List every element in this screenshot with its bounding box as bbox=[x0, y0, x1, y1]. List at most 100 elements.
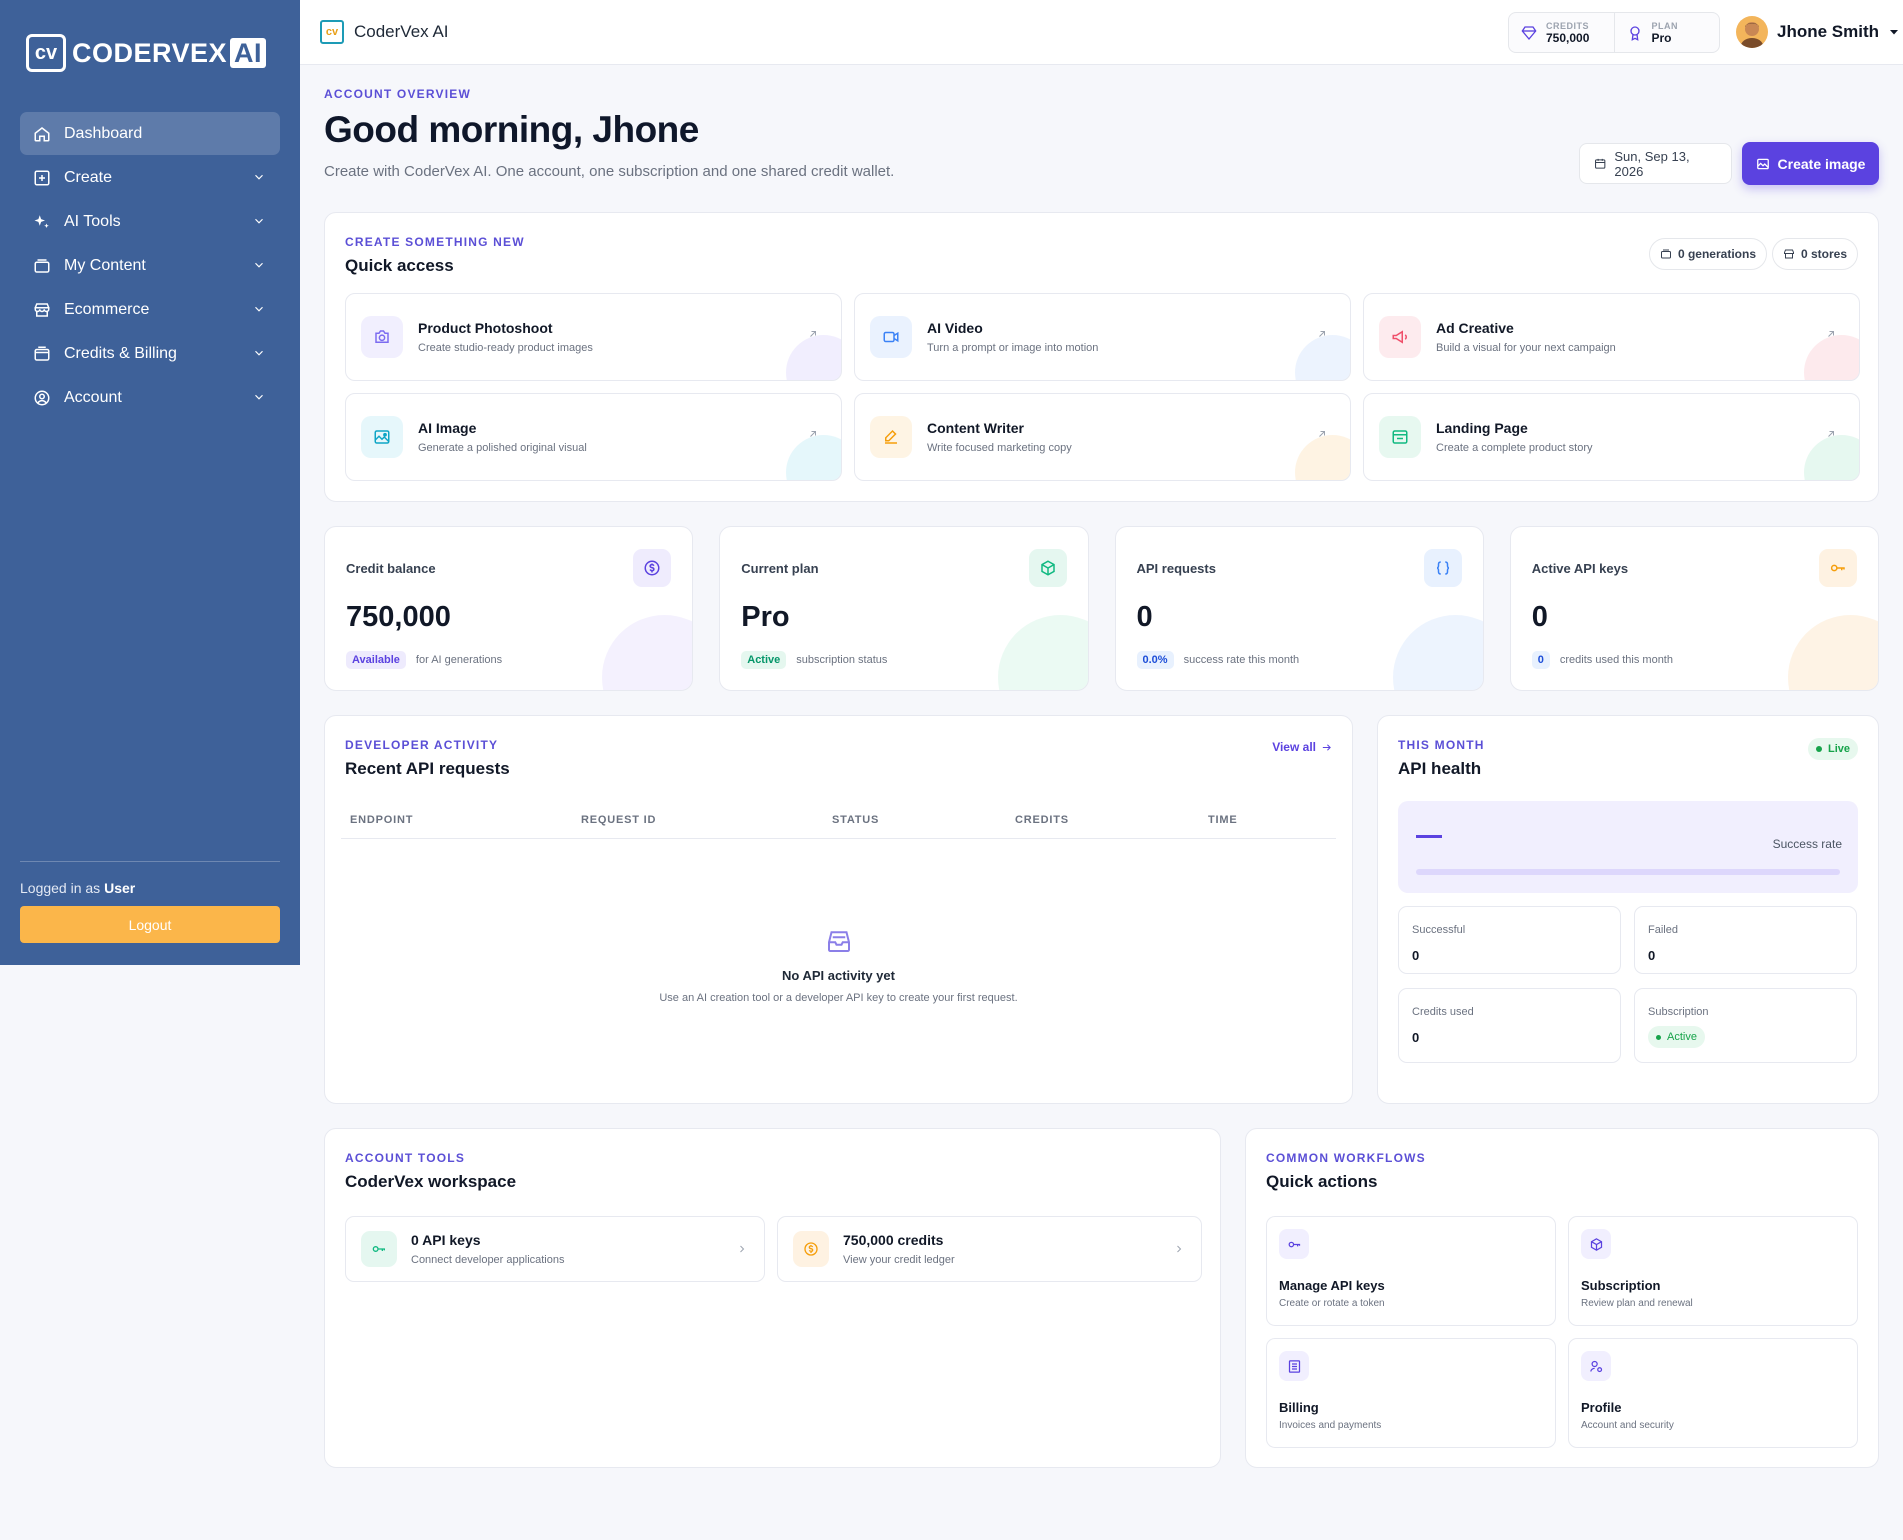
action-subscription[interactable]: Subscription Review plan and renewal bbox=[1568, 1216, 1858, 1326]
tile-subtitle: Create studio-ready product images bbox=[418, 342, 593, 354]
tile-ad-creative[interactable]: Ad Creative Build a visual for your next … bbox=[1363, 293, 1860, 381]
action-manage-api-keys[interactable]: Manage API keys Create or rotate a token bbox=[1266, 1216, 1556, 1326]
credits-pill[interactable]: CREDITS 750,000 bbox=[1509, 13, 1614, 52]
quick-access-title: Quick access bbox=[345, 256, 454, 275]
arrow-up-right-icon bbox=[1828, 431, 1834, 437]
tile-content-writer[interactable]: Content Writer Write focused marketing co… bbox=[854, 393, 1351, 481]
topbar-brand[interactable]: cv CoderVex AI bbox=[320, 20, 449, 44]
tile-product-photoshoot[interactable]: Product Photoshoot Create studio-ready pr… bbox=[345, 293, 842, 381]
action-profile[interactable]: Profile Account and security bbox=[1568, 1338, 1858, 1448]
sidebar: cv CODERVEX AI Dashboard Create AI Tools … bbox=[0, 0, 300, 965]
logo[interactable]: cv CODERVEX AI bbox=[26, 34, 267, 72]
metric-successful: Successful 0 bbox=[1398, 906, 1621, 974]
view-all-link[interactable]: View all bbox=[1272, 740, 1332, 754]
plus-square-icon bbox=[34, 170, 50, 185]
account-tools-card: ACCOUNT TOOLS CoderVex workspace 0 API k… bbox=[324, 1128, 1221, 1468]
tile-decoration bbox=[786, 435, 841, 480]
box-icon bbox=[1028, 549, 1067, 587]
action-title: Profile bbox=[1581, 1400, 1622, 1415]
health-eyebrow: THIS MONTH bbox=[1398, 738, 1485, 752]
date-display[interactable]: Sun, Sep 13, 2026 bbox=[1579, 143, 1732, 184]
success-rate-panel: Success rate bbox=[1398, 801, 1858, 893]
sidebar-item-account[interactable]: Account bbox=[20, 376, 280, 419]
create-image-button[interactable]: Create image bbox=[1742, 142, 1879, 185]
plan-pill[interactable]: PLAN Pro bbox=[1613, 13, 1720, 52]
quick-actions-card: COMMON WORKFLOWS Quick actions Manage AP… bbox=[1245, 1128, 1879, 1468]
sidebar-item-label: My Content bbox=[64, 256, 146, 274]
tile-ai-video[interactable]: AI Video Turn a prompt or image into moti… bbox=[854, 293, 1351, 381]
sidebar-item-credits-billing[interactable]: Credits & Billing bbox=[20, 332, 280, 375]
metric-label: Failed bbox=[1648, 924, 1678, 936]
topbar: cv CoderVex AI CREDITS 750,000 PLAN Pro Jh… bbox=[300, 0, 1903, 65]
stat-label: Active API keys bbox=[1531, 561, 1629, 576]
box-icon bbox=[1581, 1229, 1611, 1259]
tool-api-keys[interactable]: 0 API keys Connect developer applications bbox=[345, 1216, 765, 1282]
sidebar-nav: Dashboard Create AI Tools My Content Eco… bbox=[20, 112, 280, 420]
sidebar-item-label: Ecommerce bbox=[64, 300, 150, 318]
action-title: Subscription bbox=[1581, 1278, 1661, 1293]
sidebar-item-ecommerce[interactable]: Ecommerce bbox=[20, 288, 280, 331]
user-menu[interactable]: Jhone Smith bbox=[1736, 16, 1900, 48]
create-image-label: Create image bbox=[1777, 155, 1866, 172]
status-badge: Active bbox=[1648, 1026, 1705, 1048]
tool-credits[interactable]: 750,000 credits View your credit ledger bbox=[777, 1216, 1202, 1282]
tile-subtitle: Generate a polished original visual bbox=[418, 442, 587, 454]
column-header-credits[interactable]: CREDITS bbox=[1015, 814, 1069, 826]
sidebar-footer: Logged in as User Logout bbox=[20, 861, 280, 943]
brand-logo-icon: cv bbox=[320, 20, 344, 44]
stat-caption: subscription status bbox=[796, 654, 888, 666]
key-icon bbox=[1819, 549, 1857, 587]
megaphone-icon bbox=[1379, 316, 1421, 358]
tile-title: Landing Page bbox=[1436, 420, 1528, 436]
stat-value: 0 bbox=[1136, 601, 1153, 633]
logout-button[interactable]: Logout bbox=[20, 906, 280, 943]
sidebar-item-create[interactable]: Create bbox=[20, 156, 280, 199]
store-icon bbox=[1783, 249, 1794, 259]
caret-down-icon bbox=[1890, 30, 1899, 35]
stat-api-requests: API requests 0 0.0% success rate this mon… bbox=[1114, 526, 1484, 691]
stores-chip[interactable]: 0 stores bbox=[1771, 238, 1858, 270]
arrow-up-right-icon bbox=[810, 331, 816, 337]
column-header-endpoint[interactable]: ENDPOINT bbox=[350, 814, 414, 826]
sparkles-icon bbox=[34, 214, 49, 228]
sidebar-item-label: Dashboard bbox=[64, 124, 143, 142]
sidebar-item-my-content[interactable]: My Content bbox=[20, 244, 280, 287]
plan-label: PLAN bbox=[1651, 20, 1678, 31]
column-header-time[interactable]: TIME bbox=[1208, 814, 1238, 826]
sidebar-item-ai-tools[interactable]: AI Tools bbox=[20, 200, 280, 243]
stat-value: 0 bbox=[1531, 601, 1548, 633]
stat-decoration bbox=[602, 615, 693, 690]
stat-label: Current plan bbox=[741, 561, 819, 576]
generations-chip[interactable]: 0 generations bbox=[1648, 238, 1767, 270]
sidebar-item-label: Credits & Billing bbox=[64, 344, 177, 362]
diamond-icon bbox=[1521, 25, 1537, 40]
sidebar-item-dashboard[interactable]: Dashboard bbox=[20, 112, 280, 155]
arrow-right-icon bbox=[1322, 743, 1331, 751]
metric-label: Credits used bbox=[1412, 1006, 1474, 1018]
action-title: Billing bbox=[1279, 1400, 1319, 1415]
workflows-title: Quick actions bbox=[1266, 1172, 1378, 1191]
stat-caption: for AI generations bbox=[415, 654, 503, 666]
page-header: ACCOUNT OVERVIEW Good morning, Jhone Cre… bbox=[324, 87, 894, 180]
column-header-request-id[interactable]: REQUEST ID bbox=[581, 814, 657, 826]
receipt-icon bbox=[1279, 1351, 1309, 1381]
tile-landing-page[interactable]: Landing Page Create a complete product st… bbox=[1363, 393, 1860, 481]
award-icon bbox=[1629, 25, 1640, 41]
arrow-up-right-icon bbox=[1319, 431, 1325, 437]
action-billing[interactable]: Billing Invoices and payments bbox=[1266, 1338, 1556, 1448]
logged-in-text: Logged in as User bbox=[20, 880, 136, 896]
tools-eyebrow: ACCOUNT TOOLS bbox=[345, 1151, 466, 1165]
logo-text: CODERVEX AI bbox=[72, 37, 267, 69]
action-subtitle: Account and security bbox=[1581, 1420, 1674, 1431]
brand-name: CoderVex AI bbox=[354, 22, 449, 41]
chevron-down-icon bbox=[255, 218, 263, 224]
tile-ai-image[interactable]: AI Image Generate a polished original vis… bbox=[345, 393, 842, 481]
page-subtitle: Create with CoderVex AI. One account, on… bbox=[324, 163, 895, 180]
user-circle-icon bbox=[34, 390, 50, 405]
chevron-right-icon bbox=[1177, 1245, 1182, 1253]
stat-caption: success rate this month bbox=[1183, 654, 1300, 666]
quick-access-eyebrow: CREATE SOMETHING NEW bbox=[345, 235, 525, 249]
credits-value: 750,000 bbox=[1546, 30, 1590, 45]
tile-title: Ad Creative bbox=[1436, 320, 1514, 336]
column-header-status[interactable]: STATUS bbox=[832, 814, 880, 826]
